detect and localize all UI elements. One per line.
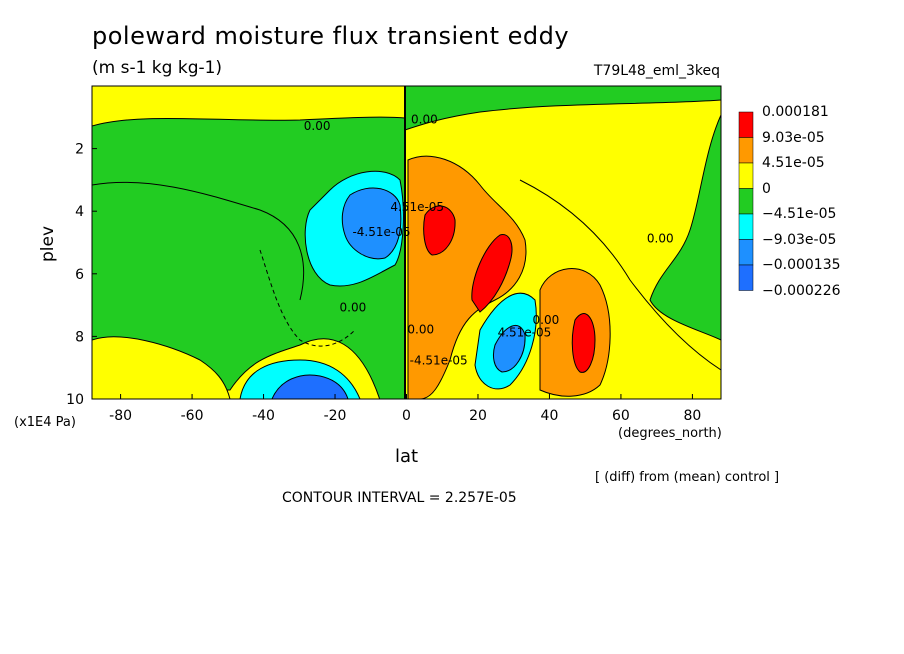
contour-label: -4.51e-05 bbox=[352, 225, 410, 239]
y-tick-label: 4 bbox=[75, 204, 84, 220]
x-tick-label: 40 bbox=[541, 408, 559, 424]
region-blue-south-lower bbox=[271, 374, 349, 399]
colorbar-label: −0.000135 bbox=[762, 257, 841, 273]
colorbar-label: 9.03e-05 bbox=[762, 129, 825, 146]
contour-field bbox=[92, 86, 721, 399]
x-tick-label: -80 bbox=[109, 408, 132, 424]
chart-title: poleward moisture flux transient eddy bbox=[92, 22, 570, 50]
chart-units: (m s-1 kg kg-1) bbox=[92, 58, 223, 78]
colorbar bbox=[738, 111, 754, 291]
region-green-right bbox=[649, 114, 721, 341]
x-tick-label: -60 bbox=[181, 408, 204, 424]
colorbar-label: −4.51e-05 bbox=[762, 206, 837, 222]
region-red-jet2 bbox=[471, 234, 513, 313]
diff-note: [ (diff) from (mean) control ] bbox=[595, 470, 780, 485]
x-tick-label: -40 bbox=[252, 408, 275, 424]
x-tick-label: 60 bbox=[612, 408, 630, 424]
contour-line-c bbox=[519, 179, 721, 371]
colorbar-label: 0 bbox=[762, 180, 771, 197]
colorbar-label: 0.000181 bbox=[762, 104, 829, 120]
region-red-jet1 bbox=[423, 205, 456, 256]
region-green-left-lower bbox=[92, 336, 231, 399]
x-tick-label: 80 bbox=[683, 408, 701, 424]
y-tick-label: 8 bbox=[75, 329, 84, 345]
x-tick-label: 0 bbox=[402, 408, 411, 424]
colorbar-swatch bbox=[738, 264, 754, 291]
region-blue-north-lower bbox=[493, 324, 526, 373]
contour-label: -4.51e-05 bbox=[410, 354, 468, 368]
colorbar-swatch bbox=[738, 188, 754, 215]
y-axis-unit: (x1E4 Pa) bbox=[14, 415, 76, 430]
contour-interval: CONTOUR INTERVAL = 2.257E-05 bbox=[282, 490, 517, 506]
contour-label: 4.51e-05 bbox=[498, 325, 552, 339]
contour-label: 4.51e-05 bbox=[390, 200, 444, 214]
y-tick-label: 10 bbox=[66, 392, 84, 408]
contour-label: 0.00 bbox=[411, 113, 438, 127]
x-axis-label: lat bbox=[395, 446, 419, 467]
contour-label: 0.00 bbox=[340, 300, 367, 314]
contour-line-b bbox=[259, 249, 356, 347]
y-tick-label: 2 bbox=[75, 142, 84, 158]
colorbar-swatch bbox=[738, 213, 754, 240]
colorbar-label: −0.000226 bbox=[762, 282, 841, 299]
contour-label: 0.00 bbox=[304, 119, 331, 133]
contour-labels: 0.00 0.00-4.51e-054.51e-050.000.00 4.51e-0… bbox=[304, 113, 674, 368]
x-tick-label: -20 bbox=[324, 408, 347, 424]
y-tick-label: 6 bbox=[75, 267, 84, 283]
y-axis-ticks: 2 4 6 8 10 bbox=[66, 142, 97, 408]
x-tick-label: 20 bbox=[469, 408, 487, 424]
colorbar-swatch bbox=[738, 239, 754, 266]
contour-line-a bbox=[92, 181, 305, 301]
contour-label: 0.00 bbox=[407, 322, 434, 336]
region-red-jet3 bbox=[571, 313, 596, 373]
colorbar-label: −9.03e-05 bbox=[762, 231, 837, 248]
colorbar-swatch bbox=[738, 111, 754, 138]
run-name: T79L48_eml_3keq bbox=[593, 63, 720, 79]
region-blue-south-upper bbox=[341, 187, 402, 260]
colorbar-swatch bbox=[738, 137, 754, 164]
y-axis-label: plev bbox=[38, 225, 58, 262]
x-axis-ticks: -80 -60 -40 -20 0 20 40 60 80 bbox=[109, 394, 701, 424]
region-green-north bbox=[404, 86, 721, 131]
contour-label: 0.00 bbox=[647, 232, 674, 246]
contour-label: 0.00 bbox=[533, 313, 560, 327]
colorbar-label: 4.51e-05 bbox=[762, 155, 825, 171]
colorbar-swatch bbox=[738, 162, 754, 189]
x-axis-unit: (degrees_north) bbox=[618, 426, 722, 441]
